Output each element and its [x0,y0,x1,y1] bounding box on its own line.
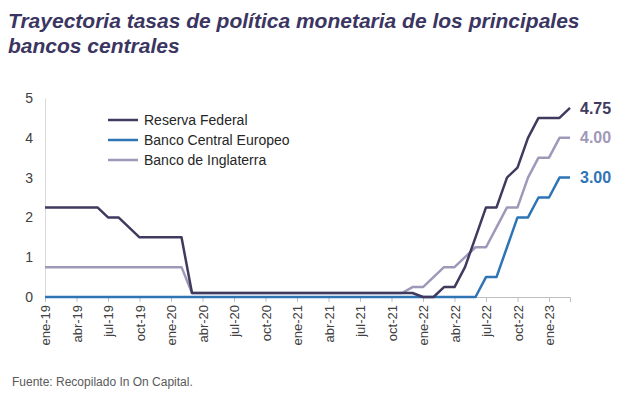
x-tick-mark [549,297,550,302]
x-tick: jul-19 [101,297,116,338]
x-tick-label: jul-19 [101,305,116,338]
y-tick-label: 5 [25,90,33,106]
x-tick: ene-19 [38,297,53,345]
y-tick: 5 [25,90,45,106]
x-tick-label: jul-20 [227,305,242,338]
x-tick: ene-21 [290,297,305,345]
x-tick-label: abr-21 [322,305,337,343]
x-tick: oct-20 [259,297,274,341]
y-tick: 4 [25,130,45,146]
x-tick: oct-22 [511,297,526,341]
y-tick: 0 [25,289,45,305]
series-line [45,138,570,293]
legend-swatch [108,119,138,122]
x-tick-label: oct-19 [133,305,148,341]
x-tick: jul-22 [479,297,494,338]
x-tick-label: jul-22 [479,305,494,338]
plot-area [45,108,570,297]
x-tick: ene-23 [542,297,557,345]
title: Trayectoria tasas de política monetaria … [8,9,580,57]
series-line [45,178,570,297]
x-tick: jul-21 [353,297,368,338]
x-tick-label: abr-19 [70,305,85,343]
x-tick-label: ene-20 [164,305,179,345]
x-tick: abr-20 [196,297,211,343]
legend-swatch [108,139,138,142]
x-tick-label: abr-22 [448,305,463,343]
legend: Reserva Federal Banco Central Europeo Banc… [108,112,290,168]
x-tick: jul-20 [227,297,242,338]
x-tick-label: ene-23 [542,305,557,345]
legend-label: Banco de Inglaterra [144,152,266,168]
y-tick: 2 [25,209,45,225]
x-axis: ene-19 abr-19 jul-19 oct-19 ene-20 abr-20 jul-… [38,297,570,345]
legend-label: Banco Central Europeo [144,132,290,148]
x-tick-label: oct-20 [259,305,274,341]
x-tick: ene-22 [416,297,431,345]
legend-label: Reserva Federal [144,112,248,128]
x-tick-label: ene-22 [416,305,431,345]
y-tick-label: 4 [25,130,33,146]
x-tick-label: jul-21 [353,305,368,338]
x-tick-mark [486,297,487,302]
chart: Trayectoria tasas de política monetaria … [0,0,639,403]
y-tick: 3 [25,170,45,186]
x-tick: abr-19 [70,297,85,343]
x-tick: oct-19 [133,297,148,341]
y-tick-label: 2 [25,209,33,225]
data-label: 4.00 [580,129,611,146]
x-tick-mark [518,297,519,302]
x-tick-label: abr-20 [196,305,211,343]
y-tick: 1 [25,249,45,265]
y-tick-label: 3 [25,170,33,186]
data-label: 3.00 [580,169,611,186]
y-axis: 0 1 2 3 4 5 [25,90,45,305]
y-tick-label: 1 [25,249,33,265]
source: Fuente: Recopilado In On Capital. [12,375,193,389]
x-tick: ene-20 [164,297,179,345]
x-tick-label: oct-21 [385,305,400,341]
x-tick: abr-21 [322,297,337,343]
x-tick: abr-22 [448,297,463,343]
y-tick-label: 0 [25,289,33,305]
x-tick-label: ene-19 [38,305,53,345]
x-tick-label: oct-22 [511,305,526,341]
data-label: 4.75 [580,100,611,117]
series-line [45,108,570,297]
legend-swatch [108,159,138,162]
x-tick-label: ene-21 [290,305,305,345]
x-tick: oct-21 [385,297,400,341]
